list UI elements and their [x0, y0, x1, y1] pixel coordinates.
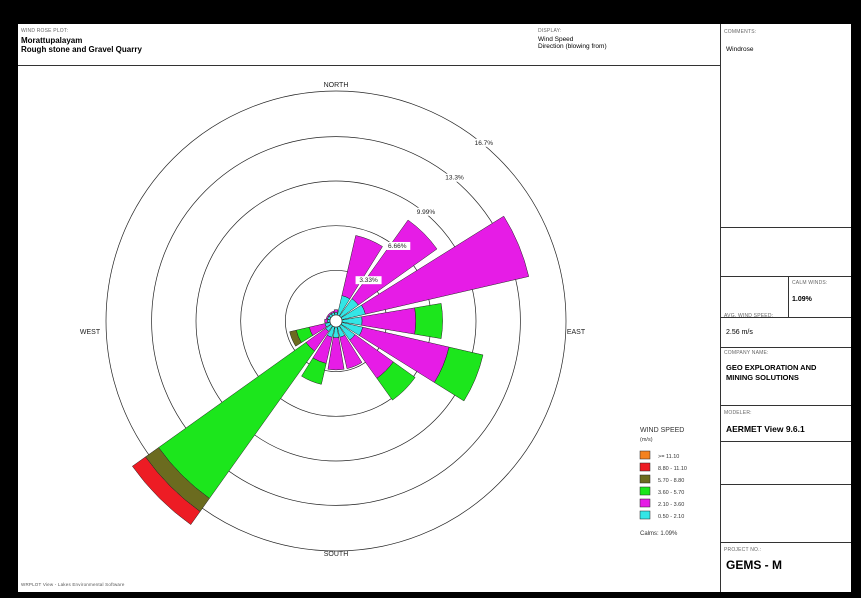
- petal-90-bin-2: [414, 303, 443, 339]
- ring-label-bg-1: [355, 276, 382, 285]
- display-line2: Direction (blowing from): [538, 43, 607, 50]
- legend-label-4: 2.10 - 3.60: [658, 502, 684, 508]
- petal-315-bin-1: [327, 312, 332, 317]
- ring-label-5: 16.7%: [475, 140, 494, 147]
- company-name-line2: MINING SOLUTIONS: [726, 373, 799, 382]
- legend-label-5: 0.50 - 2.10: [658, 514, 684, 520]
- legend-label-1: 8.80 - 11.10: [658, 466, 687, 472]
- wind-speed-legend: WIND SPEED (m/s) >= 11.10 8.80 - 11.10 5.7…: [639, 427, 687, 537]
- legend-swatch-0: [639, 450, 651, 460]
- project-no-label: PROJECT NO.:: [724, 547, 762, 553]
- petal-0-bin-1: [333, 309, 339, 313]
- wind-petals: [132, 215, 530, 525]
- petal-225-bin-4: [132, 456, 201, 525]
- ring-4: [151, 136, 521, 506]
- petal-270-bin-0: [327, 319, 331, 323]
- petal-0-bin-0: [334, 312, 338, 316]
- legend-title: WIND SPEED: [640, 427, 684, 434]
- compass-south-label: SOUTH: [324, 551, 349, 558]
- petal-270-bin-1: [324, 318, 328, 324]
- legend-units: (m/s): [640, 437, 653, 443]
- petal-292.5-bin-1: [325, 315, 329, 320]
- petal-337.5-bin-1: [330, 310, 335, 314]
- legend-label-3: 3.60 - 5.70: [658, 490, 684, 496]
- legend-label-0: >= 11.10: [658, 454, 679, 460]
- legend-swatch-2: [639, 474, 651, 484]
- plot-title-line2: Rough stone and Gravel Quarry: [21, 45, 142, 54]
- petal-22.5-bin-1: [341, 235, 383, 300]
- wind-rose-sheet: WIND ROSE PLOT: Morattupalayam Rough sto…: [18, 24, 851, 592]
- modeler-value: AERMET View 9.6.1: [726, 424, 805, 434]
- ring-3: [195, 180, 477, 462]
- petal-202.5-bin-2: [301, 357, 327, 385]
- petal-180-bin-1: [327, 337, 345, 371]
- company-name-label: COMPANY NAME:: [724, 350, 769, 356]
- ring-label-3: 9.99%: [417, 209, 436, 216]
- compass-north-label: NORTH: [324, 82, 349, 89]
- petal-247.5-bin-3: [289, 329, 302, 347]
- calm-center: [329, 314, 343, 328]
- company-name-line1: GEO EXPLORATION AND: [726, 363, 817, 372]
- plot-title-label: WIND ROSE PLOT:: [21, 28, 69, 34]
- avg-wind-speed-label: AVG. WIND SPEED:: [724, 313, 774, 319]
- legend-swatch-4: [639, 498, 651, 508]
- legend-swatch-5: [639, 510, 651, 520]
- petal-157.5-bin-1: [339, 334, 363, 369]
- legend-swatch-3: [639, 486, 651, 496]
- petal-112.5-bin-2: [434, 346, 484, 402]
- comments-value: Windrose: [726, 46, 754, 53]
- ring-label-1: 3.33%: [359, 277, 378, 284]
- wind-rose-chart: 3.33% 6.66% 9.99% 13.3% 16.7% NORTH SOUTH EA…: [80, 82, 687, 558]
- avg-wind-speed-value: 2.56 m/s: [726, 329, 753, 336]
- petal-135-bin-2: [376, 361, 416, 401]
- ring-label-bg-5: [470, 138, 497, 147]
- software-credit: WRPLOT View - Lakes Environmental Softwa…: [21, 582, 125, 587]
- modeler-label: MODELER:: [724, 410, 752, 416]
- comments-label: COMMENTS:: [724, 29, 757, 35]
- ring-label-bg-2: [384, 241, 411, 250]
- petal-67.5-bin-1: [361, 215, 530, 315]
- display-label: DISPLAY:: [538, 28, 562, 34]
- project-no-value: GEMS - M: [726, 558, 782, 572]
- ring-5: [105, 90, 567, 552]
- ring-label-bg-4: [441, 173, 468, 182]
- plot-title-line1: Morattupalayam: [21, 36, 83, 45]
- compass-east-label: EAST: [567, 329, 586, 336]
- ring-label-2: 6.66%: [388, 243, 407, 250]
- compass-west-label: WEST: [80, 329, 101, 336]
- display-line1: Wind Speed: [538, 36, 574, 43]
- calm-winds-label: CALM WINDS:: [792, 280, 828, 286]
- legend-calms: Calms: 1.09%: [640, 531, 678, 537]
- legend-label-2: 5.70 - 8.80: [658, 478, 684, 484]
- ring-label-4: 13.3%: [445, 175, 464, 182]
- ring-labels: 3.33% 6.66% 9.99% 13.3% 16.7%: [355, 138, 497, 285]
- ring-label-bg-3: [412, 207, 439, 216]
- legend-swatch-1: [639, 462, 651, 472]
- calm-winds-value: 1.09%: [792, 296, 812, 303]
